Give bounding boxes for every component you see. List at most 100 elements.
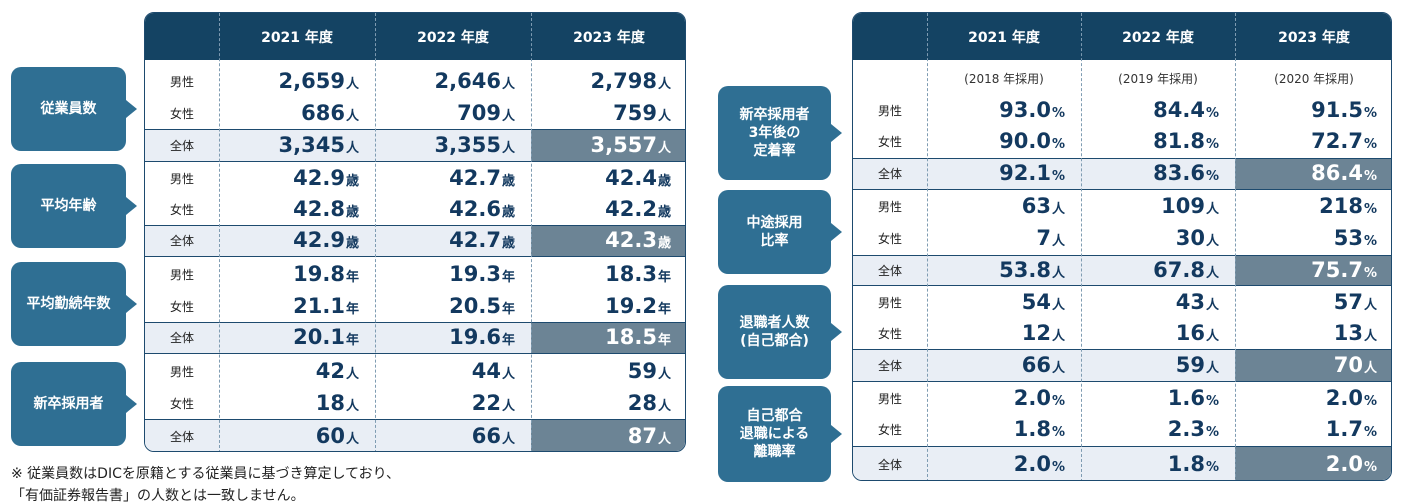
- value-number: 28: [627, 390, 657, 415]
- value-unit: 人: [1205, 297, 1219, 313]
- value-number: 59: [1175, 352, 1205, 377]
- value-unit: %: [1205, 393, 1219, 409]
- group-divider: [145, 353, 685, 354]
- value-unit: 人: [1363, 328, 1377, 344]
- value-cell: 42 人: [219, 360, 359, 385]
- value-number: 20.5: [449, 293, 501, 318]
- value-unit: 人: [1205, 328, 1219, 344]
- value-cell: 63 人: [927, 193, 1065, 220]
- value-cell: 2.0%: [927, 453, 1065, 478]
- value-number: 1.8: [1167, 451, 1205, 476]
- value-cell: 53%: [1235, 225, 1377, 252]
- value-unit: 人: [657, 398, 671, 414]
- value-unit: 人: [1051, 201, 1065, 217]
- value-number: 3,345: [278, 132, 345, 157]
- value-number: 70: [1333, 352, 1363, 377]
- group-divider: [145, 161, 685, 162]
- value-cell: 3,345 人: [219, 132, 359, 159]
- value-number: 2.0: [1325, 385, 1363, 410]
- row-label: 女性: [877, 423, 902, 437]
- value-unit: 人: [1205, 360, 1219, 376]
- value-unit: %: [1363, 393, 1377, 409]
- value-number: 16: [1175, 320, 1205, 345]
- year-header: 2023 年度: [573, 29, 645, 46]
- value-number: 53: [1333, 225, 1363, 250]
- value-number: 53.8: [999, 257, 1051, 282]
- row-label: 女性: [877, 326, 902, 341]
- value-unit: 人: [345, 140, 359, 156]
- value-unit: 歳: [657, 173, 671, 189]
- value-cell: 66 人: [375, 423, 515, 450]
- value-unit: 歳: [657, 204, 671, 220]
- value-unit: 人: [501, 431, 515, 447]
- value-unit: 人: [345, 398, 359, 414]
- value-unit: %: [1363, 233, 1377, 249]
- value-cell: 30 人: [1081, 227, 1219, 252]
- value-cell: 75.7%: [1235, 259, 1377, 284]
- row-label: 全体: [877, 167, 902, 181]
- value-number: 63: [1021, 193, 1051, 218]
- row-label: 女性: [169, 396, 194, 411]
- value-number: 60: [315, 423, 345, 448]
- value-cell: 2,798 人: [531, 70, 671, 95]
- value-cell: 20.5 年: [375, 293, 515, 320]
- value-unit: 人: [501, 76, 515, 92]
- value-number: 19.6: [449, 325, 501, 349]
- total-divider: [145, 419, 685, 420]
- value-number: 19.8: [293, 261, 345, 286]
- value-cell: 19.8 年: [219, 261, 359, 288]
- value-unit: 人: [501, 108, 515, 124]
- value-number: 66: [471, 423, 501, 448]
- value-unit: %: [1205, 459, 1219, 475]
- value-cell: 66 人: [927, 354, 1065, 379]
- value-cell: 20.1 年: [219, 327, 359, 351]
- value-number: 2.0: [1013, 385, 1051, 410]
- category-tab: 中途採用 比率: [718, 190, 842, 274]
- value-cell: 59 人: [531, 360, 671, 385]
- year-header: 2022 年度: [1122, 29, 1194, 46]
- value-unit: 年: [345, 269, 359, 285]
- highlight-cell: [1235, 158, 1391, 189]
- value-cell: 218%: [1235, 193, 1377, 220]
- group-divider: [853, 381, 1391, 382]
- value-unit: %: [1051, 425, 1065, 440]
- value-cell: 709 人: [375, 102, 515, 127]
- column-divider: [531, 13, 532, 451]
- row-label: 全体: [169, 234, 194, 248]
- value-number: 21.1: [293, 293, 345, 318]
- value-cell: 70 人: [1235, 352, 1377, 379]
- value-unit: 人: [1051, 233, 1065, 249]
- total-divider: [145, 225, 685, 226]
- value-cell: 1.6%: [1081, 385, 1219, 412]
- value-unit: %: [1205, 105, 1219, 121]
- value-number: 87: [627, 423, 657, 448]
- right-table: 2021 年度 2022 年度 2023 年度 (2018 年採用) (2019 年採用…: [852, 12, 1392, 481]
- value-cell: 42.3 歳: [531, 230, 671, 254]
- highlight-cell: [1235, 446, 1391, 480]
- value-number: 1.7: [1325, 417, 1363, 441]
- value-unit: %: [1363, 105, 1377, 121]
- value-unit: 年: [657, 269, 671, 285]
- value-cell: 2.0%: [1235, 385, 1377, 412]
- value-unit: 人: [1363, 360, 1377, 376]
- footnote-line: ※ 従業員数はDICを原籍とする従業員に基づき算定しており、: [11, 466, 401, 482]
- value-cell: 87 人: [531, 423, 671, 450]
- category-tab: 新卒採用者: [11, 362, 137, 446]
- value-unit: 人: [501, 366, 515, 382]
- value-unit: 年: [501, 333, 515, 348]
- value-number: 2,659: [278, 68, 345, 93]
- value-number: 3,557: [590, 132, 657, 157]
- value-cell: 44 人: [375, 358, 515, 385]
- value-number: 218: [1319, 193, 1363, 218]
- value-cell: 18 人: [219, 392, 359, 417]
- value-cell: 686 人: [219, 102, 359, 127]
- group-divider: [853, 285, 1391, 286]
- total-divider: [145, 129, 685, 130]
- value-cell: 72.7%: [1235, 131, 1377, 155]
- column-divider: [375, 13, 376, 451]
- highlight-cell: [531, 322, 685, 353]
- value-number: 19.2: [605, 293, 657, 318]
- value-unit: 人: [345, 76, 359, 92]
- value-number: 44: [471, 358, 501, 383]
- value-number: 1.6: [1167, 385, 1205, 410]
